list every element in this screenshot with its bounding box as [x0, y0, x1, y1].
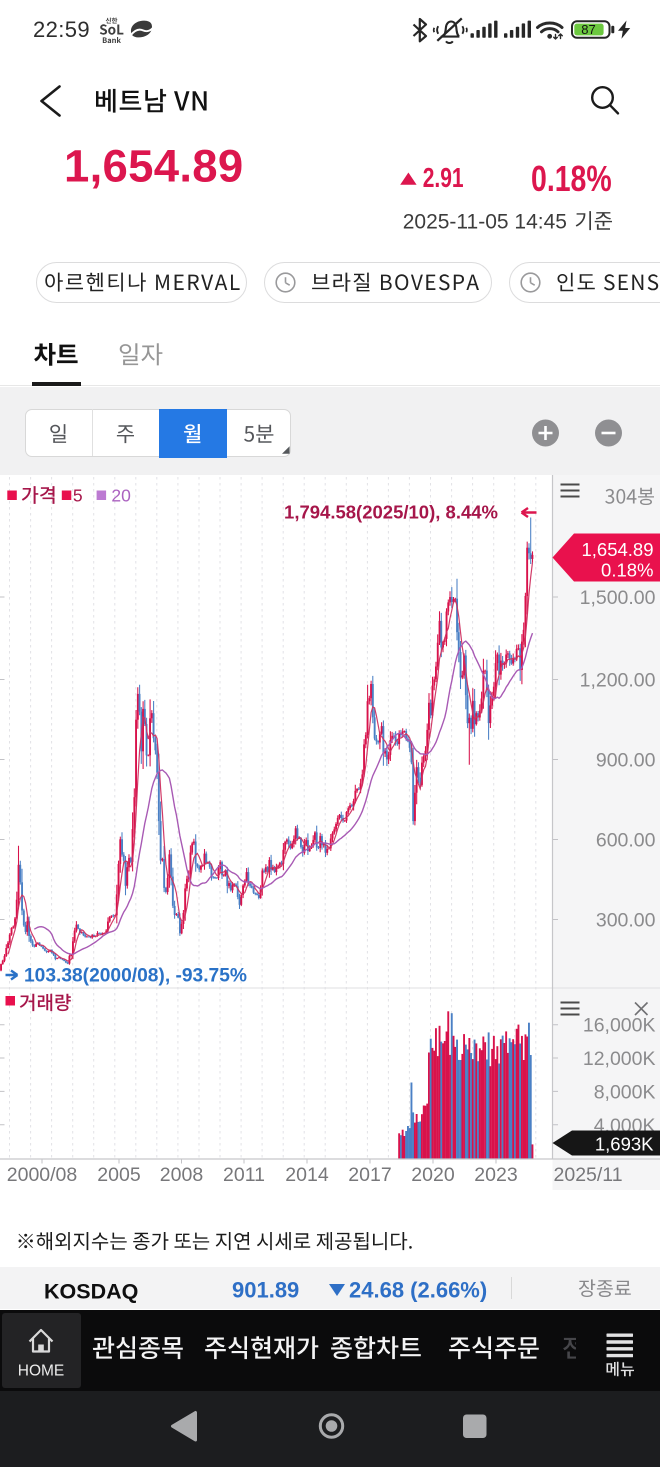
svg-text:2025-11-05 14:45: 2025-11-05 14:45 — [403, 211, 567, 234]
svg-text:2017: 2017 — [348, 1164, 391, 1186]
svg-text:2025/11: 2025/11 — [554, 1164, 623, 1186]
svg-text:16,000K: 16,000K — [583, 1015, 656, 1037]
svg-text:22:59: 22:59 — [33, 17, 90, 42]
svg-text:8,000K: 8,000K — [594, 1081, 656, 1103]
svg-text:5: 5 — [73, 485, 83, 505]
svg-text:2020: 2020 — [411, 1164, 455, 1186]
svg-text:20: 20 — [111, 486, 131, 506]
svg-text:1,654.89: 1,654.89 — [64, 141, 244, 192]
svg-text:103.38(2000/08), -93.75%: 103.38(2000/08), -93.75% — [24, 966, 247, 987]
svg-text:0.18%: 0.18% — [601, 560, 653, 581]
svg-text:2000/08: 2000/08 — [7, 1164, 78, 1186]
svg-text:2005: 2005 — [97, 1164, 141, 1186]
svg-text:1,500.00: 1,500.00 — [580, 587, 656, 609]
svg-text:1,693K: 1,693K — [595, 1134, 654, 1155]
svg-text:2008: 2008 — [160, 1164, 203, 1186]
svg-text:901.89: 901.89 — [232, 1278, 299, 1303]
svg-text:1,200.00: 1,200.00 — [580, 670, 656, 692]
svg-text:12,000K: 12,000K — [583, 1048, 656, 1070]
svg-text:2014: 2014 — [285, 1164, 329, 1186]
svg-text:87: 87 — [581, 22, 595, 37]
svg-text:2011: 2011 — [223, 1164, 265, 1186]
svg-text:1,794.58(2025/10), 8.44%: 1,794.58(2025/10), 8.44% — [284, 502, 498, 523]
svg-text:HOME: HOME — [18, 1363, 65, 1380]
svg-text:300.00: 300.00 — [596, 910, 656, 932]
svg-text:600.00: 600.00 — [596, 830, 656, 852]
svg-text:2.91: 2.91 — [423, 163, 464, 194]
svg-text:KOSDAQ: KOSDAQ — [44, 1280, 138, 1304]
svg-text:24.68 (2.66%): 24.68 (2.66%) — [349, 1278, 487, 1303]
svg-text:2023: 2023 — [474, 1164, 517, 1186]
svg-text:1,654.89: 1,654.89 — [581, 539, 653, 560]
svg-text:0.18%: 0.18% — [531, 157, 612, 198]
svg-text:900.00: 900.00 — [596, 750, 656, 772]
